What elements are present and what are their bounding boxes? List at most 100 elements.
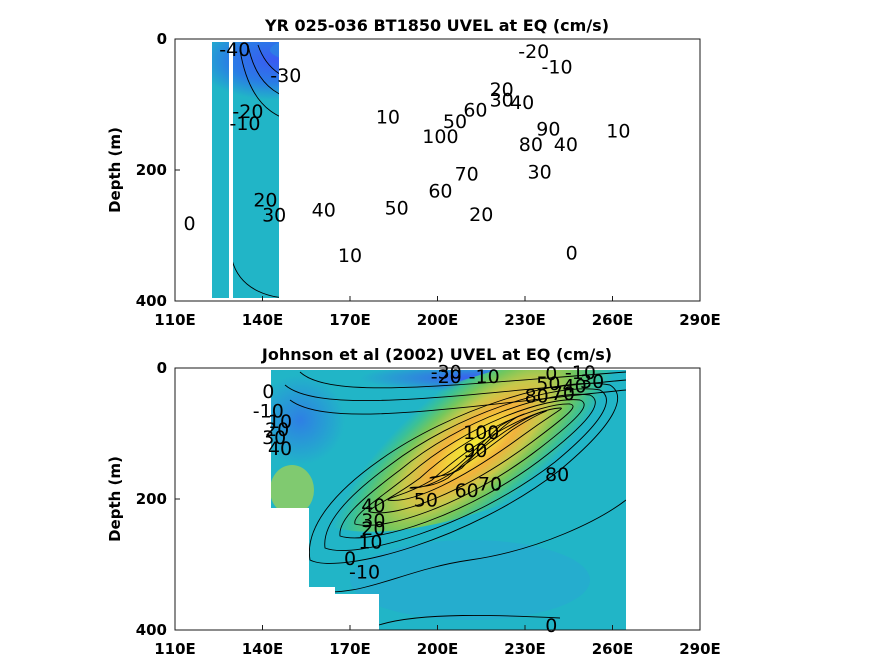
panel-1-x-tick-label: 230E <box>504 311 546 329</box>
panel-2-west-warm-patch <box>271 465 314 515</box>
panel-2-contour-label: 90 <box>463 440 487 462</box>
panel-1-x-tick-label: 140E <box>242 311 284 329</box>
panel-2-x-tick-label: 200E <box>417 640 459 656</box>
panel-1-contour-lines <box>231 44 640 298</box>
panel-1-field <box>197 8 702 298</box>
panel-2-contour-label: 0 <box>545 363 557 385</box>
panel-1-x-tick-label: 290E <box>679 311 721 329</box>
panel-1-contour-label: 30 <box>527 161 551 183</box>
panel-2-deep-flow <box>350 540 590 620</box>
panel-2-west-flow <box>271 375 345 465</box>
panel-1-contour-label: 20 <box>490 79 514 101</box>
panel-1-y-ticks: 0 200 400 <box>136 30 180 310</box>
panel-1-contour-line <box>239 49 279 125</box>
panel-2-contour-line <box>339 393 596 539</box>
panel-1-title: YR 025-036 BT1850 UVEL at EQ (cm/s) <box>264 16 609 35</box>
panel-2-contour-label: -10 <box>469 366 500 388</box>
panel-2-contour-label: 80 <box>525 386 549 408</box>
panel-1-west-flow <box>197 42 279 100</box>
panel-2-y-axis-label: Depth (m) <box>106 456 124 542</box>
panel-2-x-tick-label: 170E <box>329 640 371 656</box>
panel-2-x-tick-label: 140E <box>242 640 284 656</box>
panel-2-contour-label: 20 <box>361 518 385 540</box>
panel-2-x-tick-label: 260E <box>592 640 634 656</box>
panel-1-contour-line <box>247 44 279 104</box>
panel-2-contour-label: 100 <box>463 422 499 444</box>
panel-2-contour-line <box>289 389 626 415</box>
panel-2-undercurrent-core <box>304 370 626 532</box>
panel-2-contour-label: 70 <box>478 473 502 495</box>
panel-1-contour-label: 30 <box>262 205 286 227</box>
panel-2-y-tick-label: 200 <box>136 490 167 508</box>
panel-2-x-tick-label: 290E <box>679 640 721 656</box>
panel-1-y-axis-label: Depth (m) <box>106 127 124 213</box>
panel-2-contour-line <box>387 407 562 501</box>
panel-1-contour-label: 90 <box>536 119 560 141</box>
panel-2-contour-lines <box>284 371 626 626</box>
panel-1-undercurrent-core <box>271 8 702 295</box>
panel-2-contour-label: -10 <box>253 401 284 423</box>
panel-2-contour-line <box>378 614 561 626</box>
panel-1-contour-label: 0 <box>566 243 578 265</box>
panel-2-x-tick-label: 230E <box>504 640 546 656</box>
panel-2-contour-label: -10 <box>349 562 380 584</box>
panel-2-title: Johnson et al (2002) UVEL at EQ (cm/s) <box>261 345 612 364</box>
panel-2: Johnson et al (2002) UVEL at EQ (cm/s) - <box>106 345 721 658</box>
panel-1-y-tick-label: 200 <box>136 161 167 179</box>
panel-2-contour-label: 30 <box>580 371 604 393</box>
panel-1-contour-label: 40 <box>312 199 336 221</box>
panel-1-contour-label: 50 <box>443 111 467 133</box>
panel-1-y-tick-label: 400 <box>136 292 167 310</box>
panel-1-contour-label: 100 <box>422 126 458 148</box>
panel-2-contour-label: 20 <box>265 419 289 441</box>
panel-1-contour-label: 30 <box>490 89 514 111</box>
panel-1-x-tick-label: 170E <box>329 311 371 329</box>
panel-1-contour-line <box>231 259 279 298</box>
panel-1-contour-label: -10 <box>542 57 573 79</box>
panel-2-contour-line <box>308 499 626 593</box>
panel-2-contour-label: 0 <box>344 548 356 570</box>
panel-1-contour-label: 10 <box>606 121 630 143</box>
panel-2-contour-label: 10 <box>358 532 382 554</box>
panel-1-contour-label: 0 <box>184 213 196 235</box>
panel-2-contour-line <box>429 413 525 479</box>
panel-1-x-tick-label: 110E <box>154 311 196 329</box>
panel-1: YR 025-036 BT1850 UVEL at EQ (cm/s) -40 -… <box>106 8 721 329</box>
panel-2-contour-label: 0 <box>262 381 274 403</box>
panel-2-contour-label: -10 <box>565 362 596 384</box>
panel-1-contour-label: 60 <box>428 180 452 202</box>
panel-1-contour-label: 70 <box>455 163 479 185</box>
panel-2-y-tick-label: 400 <box>136 621 167 639</box>
panel-1-contour-label: 40 <box>554 134 578 156</box>
panel-2-contour-label: 70 <box>551 383 575 405</box>
panel-2-contour-label: 40 <box>361 495 385 517</box>
panel-1-contour-line <box>610 190 640 298</box>
panel-1-contour-label: -10 <box>229 113 260 135</box>
panel-2-contour-label: 80 <box>545 464 569 486</box>
panel-2-contour-label: 10 <box>268 411 292 433</box>
panel-2-x-tick-label: 110E <box>154 640 196 656</box>
panel-2-contour-label: -20 <box>431 366 462 388</box>
panel-1-contour-label: 20 <box>469 204 493 226</box>
panel-1-x-ticks: 110E 140E 170E 200E 230E 260E 290E <box>154 296 721 329</box>
panel-1-contour-label: -20 <box>518 41 549 63</box>
panel-2-contour-label: 50 <box>414 490 438 512</box>
panel-2-contour-line <box>369 403 574 514</box>
panel-2-contour-label: 30 <box>262 427 286 449</box>
panel-1-contour-label: -40 <box>219 39 250 61</box>
panel-1-contour-label: 60 <box>463 100 487 122</box>
panel-2-contour-line <box>324 388 607 551</box>
panel-1-contour-label: 10 <box>338 245 362 267</box>
panel-2-y-ticks: 0 200 400 <box>136 359 180 639</box>
panel-1-contour-label: 40 <box>510 92 534 114</box>
panel-2-contour-line <box>284 379 626 401</box>
panel-1-contour-label: -20 <box>232 101 263 123</box>
panel-1-contour-label: 80 <box>519 134 543 156</box>
panel-2-contour-line <box>308 382 618 564</box>
panel-2-contour-line <box>354 399 585 526</box>
panel-2-contour-line <box>409 410 547 489</box>
panel-2-contour-label: -30 <box>431 361 462 383</box>
panel-2-field <box>271 370 626 630</box>
